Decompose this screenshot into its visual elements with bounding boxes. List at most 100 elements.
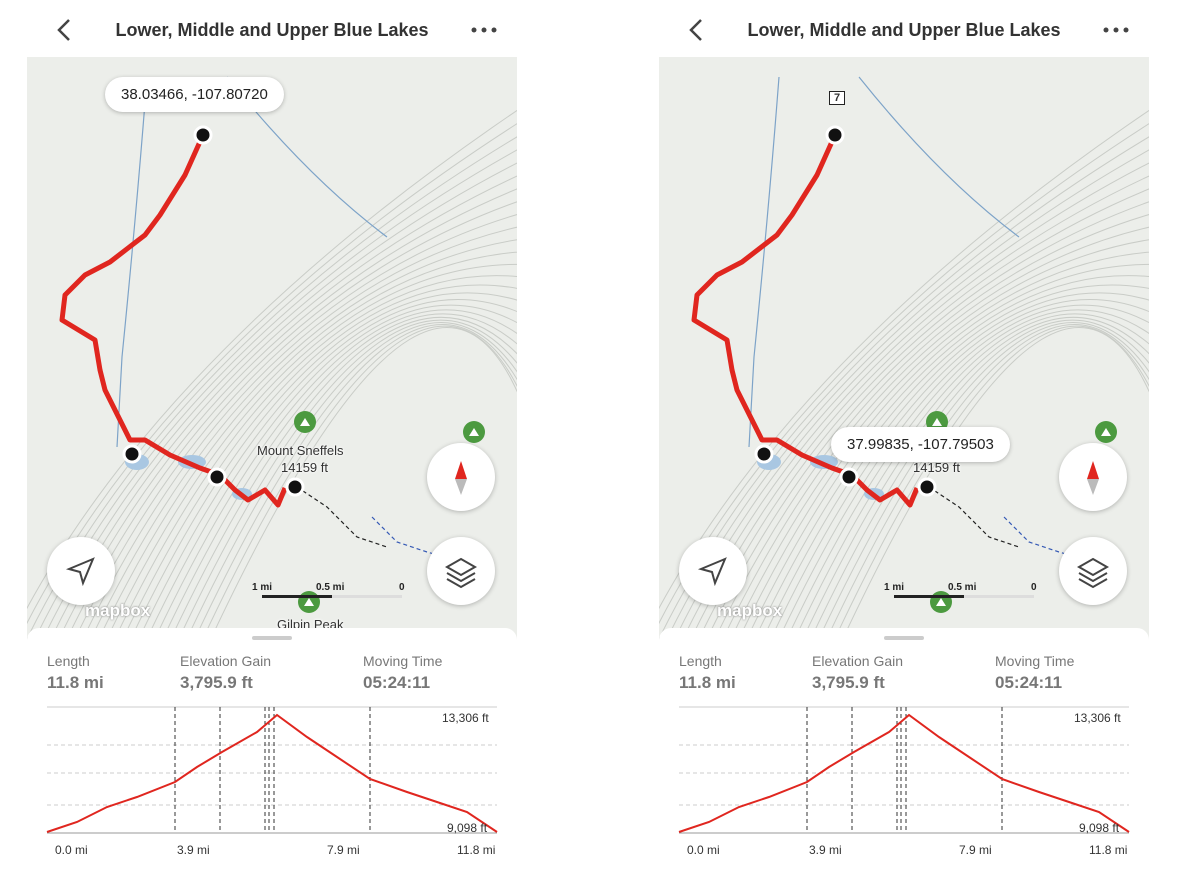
scale-label: 0 <box>1031 582 1037 593</box>
contour <box>806 319 1149 647</box>
contour <box>118 284 517 647</box>
contour <box>206 327 517 647</box>
locate-button[interactable] <box>679 537 747 605</box>
contour <box>734 263 1149 647</box>
waypoint <box>285 477 305 497</box>
compass-button[interactable] <box>1059 443 1127 511</box>
waypoint <box>917 477 937 497</box>
layers-button[interactable] <box>427 537 495 605</box>
stat-label: Elevation Gain <box>812 653 904 669</box>
waypoint <box>193 125 213 145</box>
map: 7 14159 ft 1 mi 0.5 mi 0 mapbox 37.99835, -107… <box>659 57 1149 647</box>
stat-value: 05:24:11 <box>995 673 1063 692</box>
waypoint <box>122 444 142 464</box>
layers-icon <box>1076 557 1110 589</box>
more-button[interactable] <box>1099 16 1133 44</box>
peak-glyph <box>936 598 946 606</box>
contour <box>198 325 517 647</box>
more-icon <box>1103 27 1129 33</box>
layers-button[interactable] <box>1059 537 1127 605</box>
contour <box>758 292 1149 647</box>
locate-icon <box>65 557 95 587</box>
scale-label: 0 <box>399 582 405 593</box>
stat-value: 3,795.9 ft <box>180 673 253 692</box>
screen-title: Lower, Middle and Upper Blue Lakes <box>747 20 1061 40</box>
y-label: 9,098 ft <box>1079 821 1120 835</box>
contour <box>86 239 517 647</box>
road-sign: 7 <box>829 91 846 105</box>
x-label: 0.0 mi <box>55 843 88 857</box>
stat-value: 11.8 mi <box>47 673 104 692</box>
scale-label: 1 mi <box>884 582 905 593</box>
scale-bar-fill <box>894 595 964 598</box>
contour <box>838 327 1149 647</box>
locate-icon <box>697 557 727 587</box>
waypoint <box>825 125 845 145</box>
profile-line <box>678 713 1130 833</box>
bottom-sheet: Length 11.8 mi Elevation Gain 3,795.9 ft Mov… <box>27 628 517 880</box>
scale-label: 0.5 mi <box>316 582 345 593</box>
y-label: 13,306 ft <box>442 711 489 725</box>
contour <box>70 214 517 647</box>
coordinate-popup: 38.03466, -107.80720 <box>105 77 284 112</box>
contour <box>142 304 517 647</box>
peak-name: Mount Sneffels <box>257 443 344 458</box>
x-label: 7.9 mi <box>959 843 992 857</box>
sheet-handle <box>884 636 924 640</box>
elevation-profile <box>46 706 498 834</box>
contour <box>150 309 517 647</box>
y-label: 13,306 ft <box>1074 711 1121 725</box>
peak-glyph <box>932 418 942 426</box>
back-icon <box>57 19 70 41</box>
locate-button[interactable] <box>47 537 115 605</box>
back-button[interactable] <box>685 16 709 44</box>
stat-value: 11.8 mi <box>679 673 736 692</box>
contour <box>718 239 1149 647</box>
waypoint <box>207 467 227 487</box>
contour <box>830 325 1149 647</box>
screen-title: Lower, Middle and Upper Blue Lakes <box>115 20 429 40</box>
x-label: 0.0 mi <box>687 843 720 857</box>
contour <box>726 251 1149 647</box>
trail <box>928 486 1020 548</box>
contour <box>62 201 517 647</box>
contour <box>166 316 517 647</box>
compass-button[interactable] <box>427 443 495 511</box>
back-icon <box>689 19 702 41</box>
compass-icon <box>1087 461 1099 495</box>
contour <box>822 324 1149 647</box>
peak-elevation: 14159 ft <box>913 460 960 475</box>
contour <box>174 319 517 647</box>
stat-label: Elevation Gain <box>180 653 272 669</box>
attribution: mapbox <box>717 601 783 620</box>
more-button[interactable] <box>467 16 501 44</box>
phone-screen: Lower, Middle and Upper Blue Lakes Mount … <box>27 0 517 880</box>
coordinate-popup: 37.99835, -107.79503 <box>831 427 1010 462</box>
contour <box>94 251 517 647</box>
contour <box>790 313 1149 647</box>
stream <box>116 76 148 448</box>
trail <box>371 516 498 573</box>
bottom-sheet: Length 11.8 mi Elevation Gain 3,795.9 ft Mov… <box>659 628 1149 880</box>
elevation-profile <box>678 706 1130 834</box>
contour <box>126 292 517 647</box>
stat-label: Length <box>47 653 90 669</box>
contour <box>798 316 1149 647</box>
trail <box>1003 516 1130 573</box>
stat-label: Moving Time <box>995 653 1075 669</box>
contour <box>766 299 1149 647</box>
contour <box>742 275 1149 647</box>
stat-label: Moving Time <box>363 653 443 669</box>
scale-label: 0.5 mi <box>948 582 977 593</box>
x-label: 7.9 mi <box>327 843 360 857</box>
peak-elevation: 14159 ft <box>281 460 328 475</box>
stream <box>858 76 1020 238</box>
contour <box>694 201 1149 647</box>
stat-value: 3,795.9 ft <box>812 673 885 692</box>
back-button[interactable] <box>53 16 77 44</box>
y-label: 9,098 ft <box>447 821 488 835</box>
route <box>691 133 920 508</box>
contour <box>710 226 1149 647</box>
contour <box>750 284 1149 647</box>
